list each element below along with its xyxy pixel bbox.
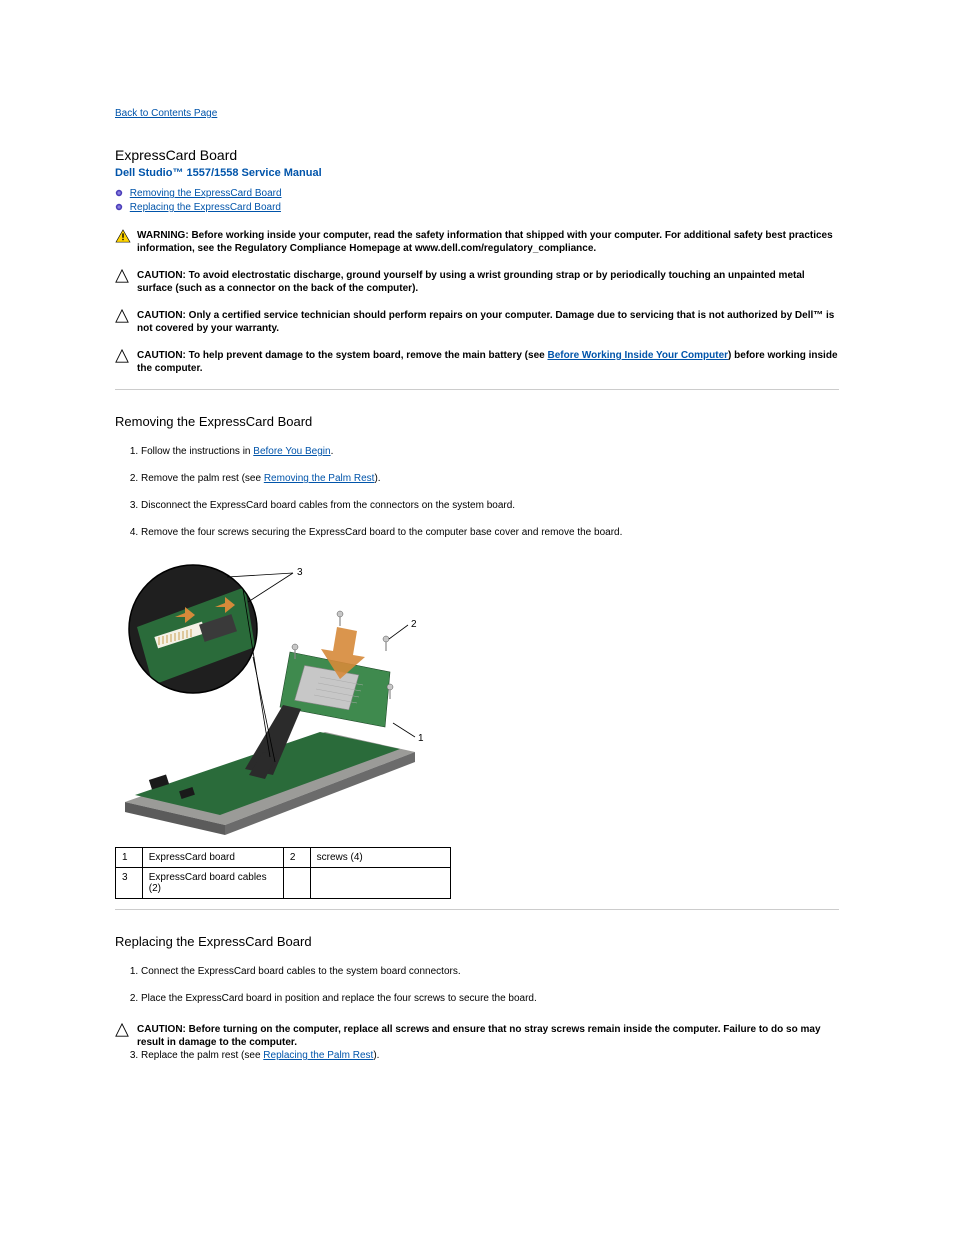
caution-sysboard-text: CAUTION: To help prevent damage to the s… — [137, 349, 839, 375]
table-row: 1 ExpressCard board 2 screws (4) — [116, 848, 451, 868]
legend-num: 2 — [283, 848, 310, 868]
legend-num: 1 — [116, 848, 143, 868]
replace-steps: Connect the ExpressCard board cables to … — [115, 965, 839, 1005]
replace-steps-continued: Replace the palm rest (see Replacing the… — [115, 1049, 839, 1062]
bullet-icon — [115, 189, 123, 197]
removing-link[interactable]: Removing the ExpressCard Board — [130, 188, 282, 199]
step-item: Disconnect the ExpressCard board cables … — [141, 499, 839, 512]
legend-table: 1 ExpressCard board 2 screws (4) 3 Expre… — [115, 847, 451, 899]
replacing-link[interactable]: Replacing the ExpressCard Board — [130, 202, 281, 213]
bullet-icon — [115, 203, 123, 211]
caution-power-notice: CAUTION: Before turning on the computer,… — [115, 1023, 839, 1049]
list-item: Removing the ExpressCard Board — [115, 187, 839, 201]
caution-esd-notice: CAUTION: To avoid electrostatic discharg… — [115, 269, 839, 295]
page-content: Back to Contents Page ExpressCard Board … — [0, 0, 954, 1140]
caution-sysboard-notice: CAUTION: To help prevent damage to the s… — [115, 349, 839, 375]
page-title: ExpressCard Board — [115, 147, 839, 163]
caution-icon — [115, 269, 137, 286]
divider — [115, 389, 839, 390]
replace-heading: Replacing the ExpressCard Board — [115, 934, 839, 949]
step-suffix: ). — [373, 1050, 379, 1061]
caution-icon — [115, 1023, 137, 1040]
step-item: Remove the palm rest (see Removing the P… — [141, 472, 839, 485]
expresscard-illustration: 1 2 3 — [115, 557, 425, 837]
legend-label: ExpressCard board cables (2) — [142, 868, 283, 899]
remove-heading: Removing the ExpressCard Board — [115, 414, 839, 429]
caution-icon — [115, 309, 137, 326]
remove-steps: Follow the instructions in Before You Be… — [115, 445, 839, 539]
before-working-link[interactable]: Before Working Inside Your Computer — [547, 350, 728, 361]
caution-esd-text: CAUTION: To avoid electrostatic discharg… — [137, 269, 839, 295]
section-links-list: Removing the ExpressCard Board Replacing… — [115, 187, 839, 215]
step-prefix: Replace the palm rest (see — [141, 1050, 263, 1061]
back-to-contents-link[interactable]: Back to Contents Page — [115, 108, 217, 119]
replacing-palm-rest-link[interactable]: Replacing the Palm Rest — [263, 1050, 373, 1061]
caution-power-text: CAUTION: Before turning on the computer,… — [137, 1023, 839, 1049]
warning-notice: WARNING: Before working inside your comp… — [115, 229, 839, 255]
step-item: Place the ExpressCard board in position … — [141, 992, 839, 1005]
table-row: 3 ExpressCard board cables (2) — [116, 868, 451, 899]
step-suffix: ). — [374, 473, 380, 484]
warning-body: WARNING: Before working inside your comp… — [137, 230, 833, 254]
callout-2: 2 — [411, 619, 417, 630]
csb-prefix: CAUTION: To help prevent damage to the s… — [137, 350, 547, 361]
board-figure: 1 2 3 — [115, 557, 839, 837]
caution-icon — [115, 349, 137, 366]
step-prefix: Follow the instructions in — [141, 446, 253, 457]
legend-label: screws (4) — [310, 848, 450, 868]
step-prefix: Remove the palm rest (see — [141, 473, 264, 484]
removing-palm-rest-link[interactable]: Removing the Palm Rest — [264, 473, 375, 484]
legend-label: ExpressCard board — [142, 848, 283, 868]
caution-esd-body: CAUTION: To avoid electrostatic discharg… — [137, 270, 805, 294]
list-item: Replacing the ExpressCard Board — [115, 201, 839, 215]
step-item: Follow the instructions in Before You Be… — [141, 445, 839, 458]
caution-cert-notice: CAUTION: Only a certified service techni… — [115, 309, 839, 335]
warning-text: WARNING: Before working inside your comp… — [137, 229, 839, 255]
legend-label — [310, 868, 450, 899]
caution-power-body: CAUTION: Before turning on the computer,… — [137, 1024, 821, 1048]
callout-1: 1 — [418, 733, 424, 744]
step-item: Remove the four screws securing the Expr… — [141, 526, 839, 539]
step-item: Connect the ExpressCard board cables to … — [141, 965, 839, 978]
legend-num — [283, 868, 310, 899]
step-item: Replace the palm rest (see Replacing the… — [141, 1049, 839, 1062]
legend-num: 3 — [116, 868, 143, 899]
caution-cert-text: CAUTION: Only a certified service techni… — [137, 309, 839, 335]
step-suffix: . — [331, 446, 334, 457]
warning-icon — [115, 229, 137, 246]
manual-name: Dell Studio™ 1557/1558 Service Manual — [115, 167, 839, 179]
divider — [115, 909, 839, 910]
caution-cert-body: CAUTION: Only a certified service techni… — [137, 310, 834, 334]
before-you-begin-link[interactable]: Before You Begin — [253, 446, 330, 457]
callout-3: 3 — [297, 567, 303, 578]
